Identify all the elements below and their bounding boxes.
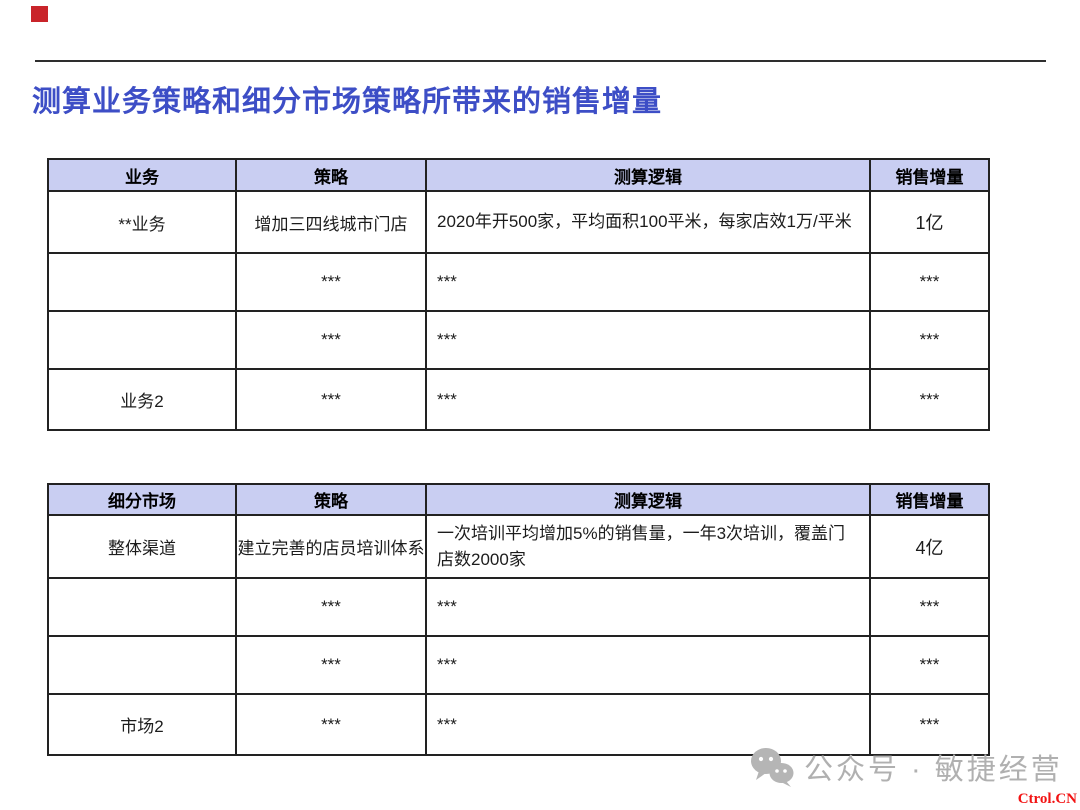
column-header: 细分市场: [47, 483, 237, 516]
cell-logic: ***: [425, 368, 871, 431]
column-header: 策略: [235, 158, 427, 192]
segment-increment-table: 细分市场 策略 测算逻辑 销售增量 整体渠道 建立完善的店员培训体系 一次培训平…: [47, 483, 990, 756]
cell-segment: [47, 577, 237, 637]
cell-logic: ***: [425, 635, 871, 695]
column-header: 销售增量: [869, 483, 990, 516]
cell-logic: ***: [425, 577, 871, 637]
cell-increment: ***: [869, 577, 990, 637]
cell-strategy: ***: [235, 368, 427, 431]
cell-strategy: ***: [235, 693, 427, 756]
header-divider-line: [35, 60, 1046, 62]
cell-increment: ***: [869, 635, 990, 695]
table-row: *** *** ***: [47, 310, 990, 370]
watermark-text: 公众号 · 敏捷经营: [804, 754, 1063, 786]
cell-increment: ***: [869, 252, 990, 312]
cell-strategy: ***: [235, 635, 427, 695]
column-header: 业务: [47, 158, 237, 192]
cell-strategy: ***: [235, 577, 427, 637]
cell-business: [47, 252, 237, 312]
cell-segment: 整体渠道: [47, 514, 237, 579]
table-row: 市场2 *** *** ***: [47, 693, 990, 756]
table-header-row: 细分市场 策略 测算逻辑 销售增量: [47, 483, 990, 516]
watermark: 公众号 · 敏捷经营: [750, 746, 1063, 788]
column-header: 策略: [235, 483, 427, 516]
cell-logic: 2020年开500家，平均面积100平米，每家店效1万/平米: [425, 190, 871, 254]
cell-logic: ***: [425, 693, 871, 756]
cell-segment: 市场2: [47, 693, 237, 756]
table-row: **业务 增加三四线城市门店 2020年开500家，平均面积100平米，每家店效…: [47, 190, 990, 254]
column-header: 销售增量: [869, 158, 990, 192]
table-row: *** *** ***: [47, 577, 990, 637]
cell-strategy: ***: [235, 252, 427, 312]
wechat-icon: [750, 747, 794, 787]
cell-increment: ***: [869, 693, 990, 756]
table-row: 业务2 *** *** ***: [47, 368, 990, 431]
cell-strategy: 建立完善的店员培训体系: [235, 514, 427, 579]
cell-business: [47, 310, 237, 370]
cell-segment: [47, 635, 237, 695]
cell-increment: ***: [869, 368, 990, 431]
table-row: 整体渠道 建立完善的店员培训体系 一次培训平均增加5%的销售量，一年3次培训，覆…: [47, 514, 990, 579]
table-row: *** *** ***: [47, 635, 990, 695]
page-title: 测算业务策略和细分市场策略所带来的销售增量: [32, 86, 663, 118]
cell-strategy: 增加三四线城市门店: [235, 190, 427, 254]
column-header: 测算逻辑: [425, 483, 871, 516]
cell-business: 业务2: [47, 368, 237, 431]
cell-business: **业务: [47, 190, 237, 254]
brand-mark: Ctrol.CN: [1017, 791, 1077, 807]
column-header: 测算逻辑: [425, 158, 871, 192]
cell-increment: 1亿: [869, 190, 990, 254]
cell-increment: 4亿: [869, 514, 990, 579]
cell-logic: ***: [425, 252, 871, 312]
table-header-row: 业务 策略 测算逻辑 销售增量: [47, 158, 990, 192]
business-increment-table: 业务 策略 测算逻辑 销售增量 **业务 增加三四线城市门店 2020年开500…: [47, 158, 990, 431]
logo-red-square: [31, 6, 48, 22]
cell-increment: ***: [869, 310, 990, 370]
cell-logic: 一次培训平均增加5%的销售量，一年3次培训，覆盖门店数2000家: [425, 514, 871, 579]
cell-logic: ***: [425, 310, 871, 370]
table-row: *** *** ***: [47, 252, 990, 312]
cell-strategy: ***: [235, 310, 427, 370]
